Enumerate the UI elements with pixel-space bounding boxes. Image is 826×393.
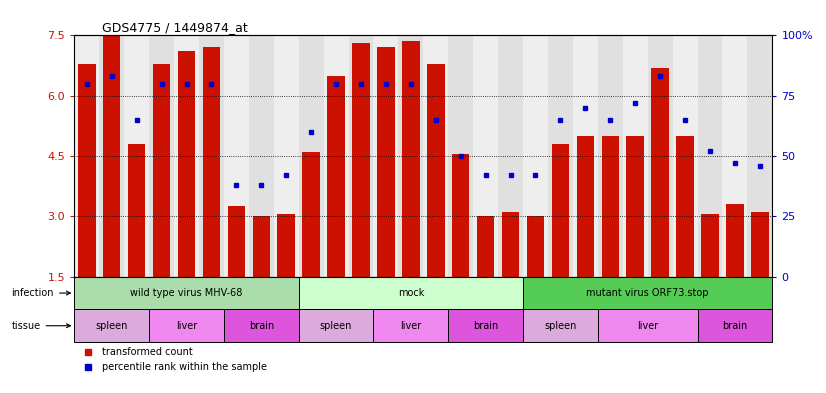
- Bar: [224, 35, 249, 277]
- Bar: [349, 35, 373, 277]
- Bar: [228, 206, 245, 277]
- Text: GDS4775 / 1449874_at: GDS4775 / 1449874_at: [102, 21, 248, 34]
- Bar: [652, 68, 669, 277]
- Bar: [573, 35, 598, 277]
- Bar: [676, 136, 694, 277]
- Bar: [273, 35, 299, 277]
- Bar: [278, 214, 295, 277]
- Bar: [174, 35, 199, 277]
- Bar: [598, 309, 697, 342]
- Bar: [598, 35, 623, 277]
- Bar: [697, 309, 772, 342]
- Text: transformed count: transformed count: [102, 347, 193, 357]
- Bar: [726, 204, 743, 277]
- Bar: [299, 35, 324, 277]
- Bar: [748, 35, 772, 277]
- Bar: [178, 51, 195, 277]
- Bar: [150, 309, 224, 342]
- Bar: [751, 212, 768, 277]
- Bar: [449, 35, 473, 277]
- Bar: [398, 35, 424, 277]
- Text: spleen: spleen: [320, 321, 352, 331]
- Bar: [648, 35, 672, 277]
- Bar: [352, 43, 370, 277]
- Bar: [473, 35, 498, 277]
- Bar: [523, 309, 598, 342]
- Bar: [99, 35, 124, 277]
- Bar: [626, 136, 644, 277]
- Bar: [377, 48, 395, 277]
- Text: wild type virus MHV-68: wild type virus MHV-68: [131, 288, 243, 298]
- Text: percentile rank within the sample: percentile rank within the sample: [102, 362, 268, 373]
- Bar: [523, 277, 772, 309]
- Bar: [427, 64, 444, 277]
- Text: liver: liver: [401, 321, 421, 331]
- Text: brain: brain: [722, 321, 748, 331]
- Bar: [128, 144, 145, 277]
- Bar: [423, 35, 449, 277]
- Bar: [498, 35, 523, 277]
- Bar: [153, 64, 170, 277]
- Bar: [701, 214, 719, 277]
- Text: mock: mock: [397, 288, 424, 298]
- Bar: [697, 35, 723, 277]
- Bar: [723, 35, 748, 277]
- Bar: [299, 309, 373, 342]
- Bar: [623, 35, 648, 277]
- Bar: [327, 75, 344, 277]
- Bar: [672, 35, 697, 277]
- Text: tissue: tissue: [12, 321, 70, 331]
- Bar: [224, 309, 299, 342]
- Bar: [199, 35, 224, 277]
- Bar: [249, 35, 273, 277]
- Bar: [452, 154, 469, 277]
- Bar: [103, 35, 121, 277]
- Bar: [373, 309, 449, 342]
- Bar: [299, 277, 523, 309]
- Bar: [523, 35, 548, 277]
- Bar: [601, 136, 619, 277]
- Bar: [253, 217, 270, 277]
- Bar: [577, 136, 594, 277]
- Bar: [449, 309, 523, 342]
- Bar: [150, 35, 174, 277]
- Bar: [548, 35, 573, 277]
- Text: liver: liver: [176, 321, 197, 331]
- Bar: [402, 41, 420, 277]
- Text: spleen: spleen: [96, 321, 128, 331]
- Bar: [324, 35, 349, 277]
- Bar: [477, 217, 495, 277]
- Text: liver: liver: [637, 321, 658, 331]
- Bar: [373, 35, 398, 277]
- Text: brain: brain: [249, 321, 274, 331]
- Text: spleen: spleen: [544, 321, 577, 331]
- Bar: [124, 35, 150, 277]
- Bar: [74, 277, 299, 309]
- Bar: [527, 217, 544, 277]
- Bar: [202, 48, 221, 277]
- Bar: [78, 64, 96, 277]
- Bar: [74, 35, 99, 277]
- Bar: [74, 309, 150, 342]
- Text: mutant virus ORF73.stop: mutant virus ORF73.stop: [586, 288, 709, 298]
- Text: infection: infection: [12, 288, 70, 298]
- Bar: [302, 152, 320, 277]
- Bar: [552, 144, 569, 277]
- Bar: [502, 212, 520, 277]
- Text: brain: brain: [473, 321, 498, 331]
